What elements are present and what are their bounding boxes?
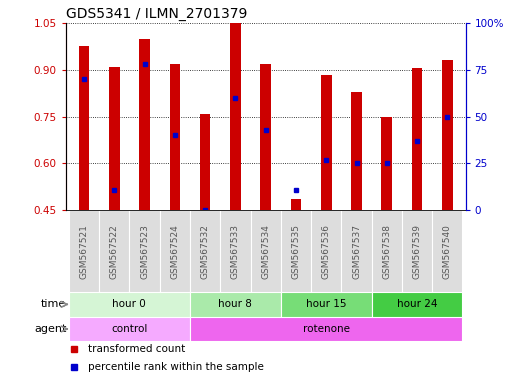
Bar — [199, 114, 210, 210]
Text: hour 8: hour 8 — [218, 300, 252, 310]
Bar — [189, 292, 280, 317]
Bar — [109, 67, 119, 210]
Bar — [381, 117, 391, 210]
Text: GSM567539: GSM567539 — [412, 223, 421, 279]
Bar — [250, 210, 280, 292]
Text: time: time — [41, 300, 66, 310]
Bar — [371, 292, 462, 317]
Bar — [441, 60, 452, 210]
Text: rotenone: rotenone — [302, 324, 349, 334]
Bar — [69, 210, 99, 292]
Bar — [230, 23, 240, 210]
Text: GSM567523: GSM567523 — [140, 224, 148, 278]
Text: GSM567535: GSM567535 — [291, 223, 300, 279]
Bar — [280, 210, 311, 292]
Bar — [371, 210, 401, 292]
Bar — [160, 210, 189, 292]
Bar — [290, 199, 300, 210]
Bar — [220, 210, 250, 292]
Bar — [189, 210, 220, 292]
Bar — [431, 210, 462, 292]
Text: GSM567537: GSM567537 — [351, 223, 360, 279]
Text: GDS5341 / ILMN_2701379: GDS5341 / ILMN_2701379 — [66, 7, 246, 21]
Bar — [99, 210, 129, 292]
Bar — [411, 68, 422, 210]
Bar — [311, 210, 341, 292]
Text: hour 0: hour 0 — [112, 300, 146, 310]
Bar — [129, 210, 160, 292]
Text: GSM567538: GSM567538 — [382, 223, 390, 279]
Text: GSM567534: GSM567534 — [261, 224, 270, 278]
Text: GSM567522: GSM567522 — [110, 224, 119, 278]
Text: hour 24: hour 24 — [396, 300, 436, 310]
Text: GSM567533: GSM567533 — [230, 223, 239, 279]
Bar — [169, 64, 180, 210]
Text: hour 15: hour 15 — [306, 300, 346, 310]
Bar — [78, 46, 89, 210]
Bar — [189, 317, 462, 341]
Text: agent: agent — [34, 324, 66, 334]
Bar — [69, 317, 189, 341]
Text: GSM567540: GSM567540 — [442, 224, 451, 278]
Bar — [320, 74, 331, 210]
Text: percentile rank within the sample: percentile rank within the sample — [87, 362, 263, 372]
Text: GSM567536: GSM567536 — [321, 223, 330, 279]
Bar — [401, 210, 431, 292]
Bar — [260, 64, 270, 210]
Text: GSM567532: GSM567532 — [200, 224, 209, 278]
Bar — [139, 39, 149, 210]
Bar — [69, 292, 189, 317]
Text: GSM567524: GSM567524 — [170, 224, 179, 278]
Text: transformed count: transformed count — [87, 344, 185, 354]
Text: GSM567521: GSM567521 — [79, 224, 88, 278]
Bar — [341, 210, 371, 292]
Bar — [350, 92, 361, 210]
Bar — [280, 292, 371, 317]
Text: control: control — [111, 324, 147, 334]
